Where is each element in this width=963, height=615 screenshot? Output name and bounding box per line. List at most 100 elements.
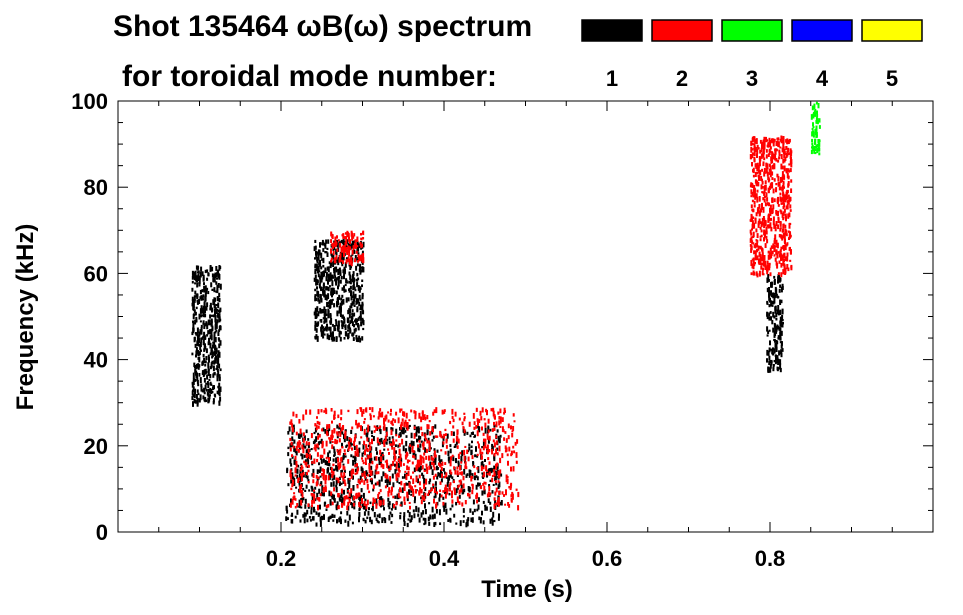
spectral-pixel	[751, 142, 754, 146]
spectral-pixel	[343, 472, 346, 478]
spectral-pixel	[206, 302, 209, 307]
spectral-pixel	[411, 461, 414, 465]
spectral-pixel	[495, 435, 498, 439]
spectral-pixel	[212, 365, 215, 372]
spectral-pixel	[369, 445, 372, 450]
spectral-pixel	[388, 468, 391, 471]
spectral-pixel	[195, 332, 198, 336]
spectral-pixel	[775, 189, 777, 193]
spectral-pixel	[760, 153, 763, 158]
spectral-pixel	[773, 237, 776, 243]
spectral-pixel	[335, 277, 338, 281]
spectral-pixel	[214, 321, 217, 325]
spectral-pixel	[811, 138, 814, 142]
spectral-pixel	[776, 198, 779, 205]
spectral-pixel	[401, 418, 404, 422]
spectral-pixel	[423, 483, 426, 490]
spectral-pixel	[317, 311, 320, 317]
spectral-pixel	[443, 507, 446, 512]
spectral-pixel	[383, 423, 386, 430]
spectral-pixel	[473, 426, 476, 430]
spectral-pixel	[294, 468, 297, 474]
spectral-pixel	[314, 274, 317, 279]
spectral-pixel	[325, 504, 328, 509]
spectral-pixel	[473, 465, 476, 469]
spectral-pixel	[775, 239, 778, 246]
spectral-pixel	[326, 426, 328, 430]
spectral-pixel	[781, 214, 784, 218]
spectral-pixel	[498, 490, 501, 495]
spectral-pixel	[496, 462, 499, 467]
spectral-pixel	[419, 487, 422, 493]
spectral-pixel	[370, 465, 373, 470]
spectral-pixel	[196, 363, 198, 369]
spectral-pixel	[348, 444, 351, 449]
spectral-pixel	[216, 296, 219, 302]
spectral-pixel	[756, 255, 759, 261]
spectral-pixel	[769, 146, 772, 150]
spectral-pixel	[775, 245, 778, 248]
spectral-pixel	[212, 277, 215, 282]
spectral-pixel	[350, 438, 353, 443]
spectral-pixel	[375, 447, 378, 451]
spectral-pixel	[394, 506, 397, 510]
spectral-pixel	[321, 428, 324, 432]
spectral-pixel	[432, 483, 435, 487]
spectral-pixel	[400, 480, 403, 486]
spectral-pixel	[357, 492, 360, 497]
spectral-pixel	[357, 285, 360, 291]
spectral-pixel	[388, 514, 391, 521]
spectral-pixel	[367, 437, 370, 443]
spectral-pixel	[484, 481, 487, 485]
spectral-pixel	[387, 419, 390, 423]
spectral-pixel	[789, 168, 792, 173]
spectral-pixel	[778, 149, 781, 153]
spectral-pixel	[384, 472, 387, 479]
spectral-pixel	[395, 450, 397, 454]
spectral-pixel	[772, 204, 775, 210]
spectral-pixel	[215, 347, 218, 353]
spectral-pixel	[480, 465, 483, 472]
spectral-pixel	[320, 266, 323, 270]
spectral-pixel	[788, 233, 791, 238]
spectral-pixel	[428, 465, 431, 470]
spectral-pixel	[328, 450, 331, 454]
spectral-pixel	[395, 466, 398, 470]
spectral-pixel	[360, 466, 363, 472]
spectral-pixel	[401, 487, 404, 493]
spectral-pixel	[347, 496, 350, 500]
spectral-pixel	[348, 492, 351, 497]
spectral-pixel	[434, 435, 437, 438]
spectral-pixel	[427, 493, 430, 496]
spectral-pixel	[336, 239, 339, 243]
spectral-pixel	[362, 257, 365, 264]
spectral-pixel	[781, 348, 784, 352]
spectral-pixel	[458, 501, 461, 505]
spectral-pixel	[782, 191, 785, 197]
spectral-pixel	[493, 503, 496, 510]
spectral-pixel	[302, 414, 305, 421]
spectral-pixel	[206, 277, 209, 281]
spectral-pixel	[780, 163, 783, 170]
spectral-pixel	[768, 266, 771, 271]
spectral-pixel	[218, 363, 221, 369]
spectral-pixel	[338, 306, 341, 312]
spectral-pixel	[345, 278, 348, 284]
spectral-pixel	[499, 416, 502, 422]
spectral-pixel	[469, 434, 472, 438]
spectral-pixel	[375, 471, 378, 475]
spectral-pixel	[202, 353, 205, 358]
spectral-pixel	[486, 451, 489, 455]
spectral-pixel	[343, 241, 345, 247]
spectral-pixel	[354, 457, 357, 462]
spectral-pixel	[351, 321, 354, 327]
spectral-pixel	[289, 502, 292, 508]
spectral-pixel	[815, 125, 818, 132]
y-tick-label: 0	[96, 520, 108, 545]
spectral-pixel	[199, 296, 202, 300]
spectral-pixel	[364, 519, 367, 524]
spectral-pixel	[774, 361, 777, 365]
spectral-pixel	[202, 277, 205, 282]
spectral-pixel	[354, 450, 357, 457]
spectral-pixel	[350, 303, 353, 309]
